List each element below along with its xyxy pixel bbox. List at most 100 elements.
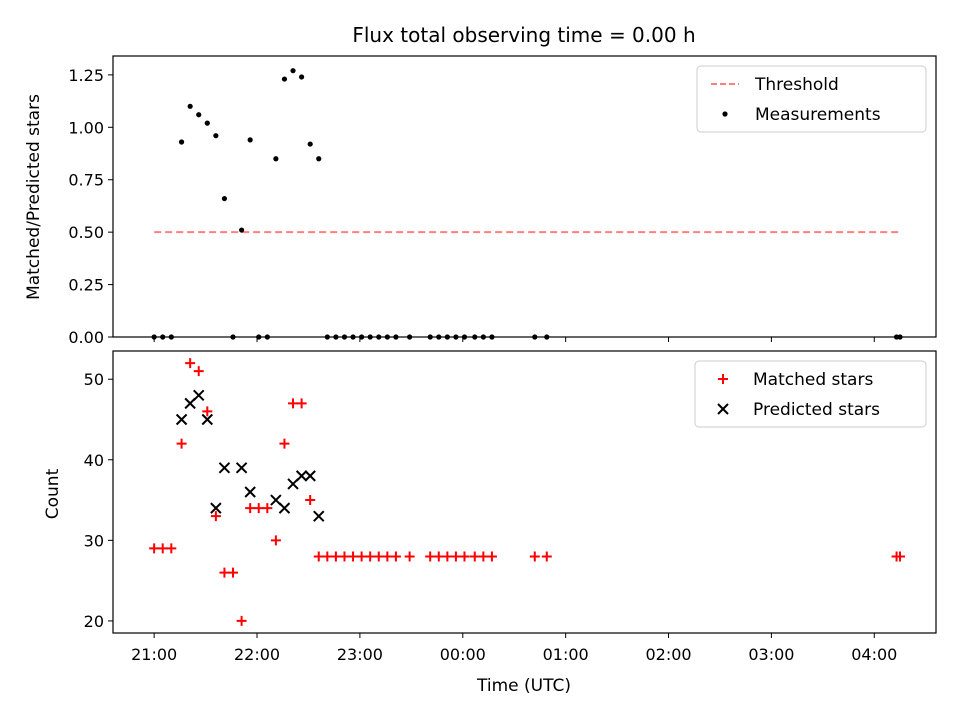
matched-stars-point bbox=[322, 551, 333, 562]
measurements-point bbox=[196, 112, 202, 118]
measurements-point bbox=[178, 139, 185, 145]
top-y-tick-label: 1.00 bbox=[68, 118, 104, 137]
matched-stars-point bbox=[348, 551, 359, 562]
matched-stars-point bbox=[245, 503, 256, 514]
measurements-point bbox=[307, 141, 313, 147]
predicted-stars-point bbox=[218, 462, 231, 474]
x-tick-label: 22:00 bbox=[234, 645, 280, 664]
matched-stars-point bbox=[894, 551, 905, 562]
measurements-point bbox=[221, 195, 228, 202]
matched-stars-point bbox=[313, 551, 324, 562]
matched-stars-point bbox=[166, 543, 177, 554]
measurements-point bbox=[213, 133, 219, 139]
matched-stars-point bbox=[330, 551, 341, 562]
bottom-y-tick-label: 50 bbox=[84, 370, 104, 389]
measurements-point bbox=[316, 156, 322, 162]
matched-stars-point bbox=[279, 438, 290, 449]
matched-stars-point bbox=[253, 503, 264, 514]
measurements-point bbox=[204, 120, 210, 126]
predicted-stars-point bbox=[313, 510, 325, 522]
top-legend-box bbox=[696, 65, 927, 133]
matched-stars-point bbox=[404, 551, 415, 562]
matched-stars-point bbox=[459, 551, 470, 562]
matched-stars-point bbox=[305, 495, 316, 506]
predicted-stars-point bbox=[295, 470, 308, 482]
matched-stars-point bbox=[210, 511, 221, 522]
matched-stars-point bbox=[356, 551, 367, 562]
matched-stars-point bbox=[219, 567, 230, 578]
x-tick-label: 23:00 bbox=[337, 645, 383, 664]
matched-stars-point bbox=[478, 551, 489, 562]
matched-stars-point bbox=[193, 366, 204, 377]
matched-stars-legend-marker bbox=[718, 374, 728, 384]
x-axis-label: Time (UTC) bbox=[476, 676, 571, 696]
bottom-y-tick-label: 30 bbox=[84, 531, 104, 550]
matched-stars-point bbox=[288, 398, 299, 409]
matched-stars-point bbox=[433, 551, 444, 562]
matched-stars-point bbox=[365, 551, 376, 562]
top-y-axis-label: Matched/Predicted stars bbox=[24, 94, 44, 300]
threshold-legend-label: Threshold bbox=[754, 75, 839, 95]
matched-stars-point bbox=[270, 535, 281, 546]
matched-stars-point bbox=[390, 551, 401, 562]
matched-stars-point bbox=[529, 551, 540, 562]
matched-stars-point bbox=[469, 551, 480, 562]
predicted-stars-point bbox=[304, 470, 316, 482]
matched-stars-point bbox=[425, 551, 436, 562]
top-y-tick-label: 0.50 bbox=[68, 223, 104, 242]
measurements-point bbox=[299, 74, 305, 80]
x-tick-label: 01:00 bbox=[543, 645, 589, 664]
matched-stars-point bbox=[236, 615, 247, 626]
measurements-point bbox=[273, 156, 279, 162]
measurements-point bbox=[281, 76, 288, 82]
top-axes-frame bbox=[112, 55, 937, 338]
predicted-stars-point bbox=[278, 502, 291, 514]
matched-stars-point bbox=[296, 398, 307, 409]
top-y-tick-label: 0.25 bbox=[68, 276, 104, 295]
matched-stars-point bbox=[185, 358, 196, 369]
measurements-point bbox=[247, 137, 253, 143]
bottom-y-axis-label: Count bbox=[43, 468, 63, 519]
matched-stars-legend-label: Matched stars bbox=[753, 370, 873, 390]
x-tick-label: 00:00 bbox=[440, 645, 486, 664]
bottom-y-tick-label: 40 bbox=[84, 451, 104, 470]
matched-stars-point bbox=[541, 551, 552, 562]
matched-stars-point bbox=[176, 438, 187, 449]
top-plot-area: 0.00 0.25 0.50 0.75 1.00 1.25 bbox=[68, 66, 903, 347]
matched-stars-point bbox=[339, 551, 350, 562]
bottom-plot-area: 20 30 40 50 21:00 22:00 23:00 00:00 01:00 02:00 03… bbox=[84, 358, 905, 664]
top-panel: Flux total observing time = 0.00 h Match… bbox=[24, 23, 937, 347]
top-y-tick-label: 1.25 bbox=[68, 66, 104, 85]
measurements-point bbox=[290, 68, 296, 74]
matched-stars-point bbox=[157, 543, 168, 554]
measurements-legend-marker bbox=[722, 111, 728, 117]
bottom-legend: Matched stars Predicted stars bbox=[694, 360, 927, 428]
x-tick-label: 04:00 bbox=[851, 645, 897, 664]
measurements-point bbox=[187, 103, 193, 109]
matched-stars-point bbox=[228, 567, 239, 578]
chart-title: Flux total observing time = 0.00 h bbox=[352, 23, 695, 47]
matched-stars-point bbox=[149, 543, 160, 554]
x-tick-label: 02:00 bbox=[645, 645, 691, 664]
predicted-stars-point bbox=[193, 389, 205, 402]
predicted-stars-point bbox=[175, 413, 188, 426]
predicted-stars-point bbox=[235, 462, 248, 474]
top-legend: Threshold Measurements bbox=[696, 65, 927, 133]
bottom-y-tick-label: 20 bbox=[84, 612, 104, 631]
top-y-tick-label: 0.00 bbox=[68, 328, 104, 347]
matched-stars-point bbox=[262, 503, 273, 514]
bottom-panel: Count Time (UTC) 20 30 40 50 21:00 22:00 23:00… bbox=[43, 350, 937, 696]
predicted-stars-point bbox=[244, 486, 256, 498]
matched-stars-point bbox=[382, 551, 393, 562]
predicted-stars-point bbox=[210, 502, 222, 514]
matched-stars-point bbox=[442, 551, 453, 562]
measurements-point bbox=[238, 227, 245, 233]
predicted-stars-legend-marker bbox=[717, 403, 729, 415]
predicted-stars-point bbox=[201, 413, 214, 426]
x-tick-label: 21:00 bbox=[131, 645, 177, 664]
measurements-legend-label: Measurements bbox=[755, 105, 881, 125]
predicted-stars-legend-label: Predicted stars bbox=[753, 400, 880, 420]
top-y-tick-label: 0.75 bbox=[68, 171, 104, 190]
bottom-axes-frame bbox=[112, 350, 937, 634]
bottom-legend-box bbox=[694, 360, 927, 428]
